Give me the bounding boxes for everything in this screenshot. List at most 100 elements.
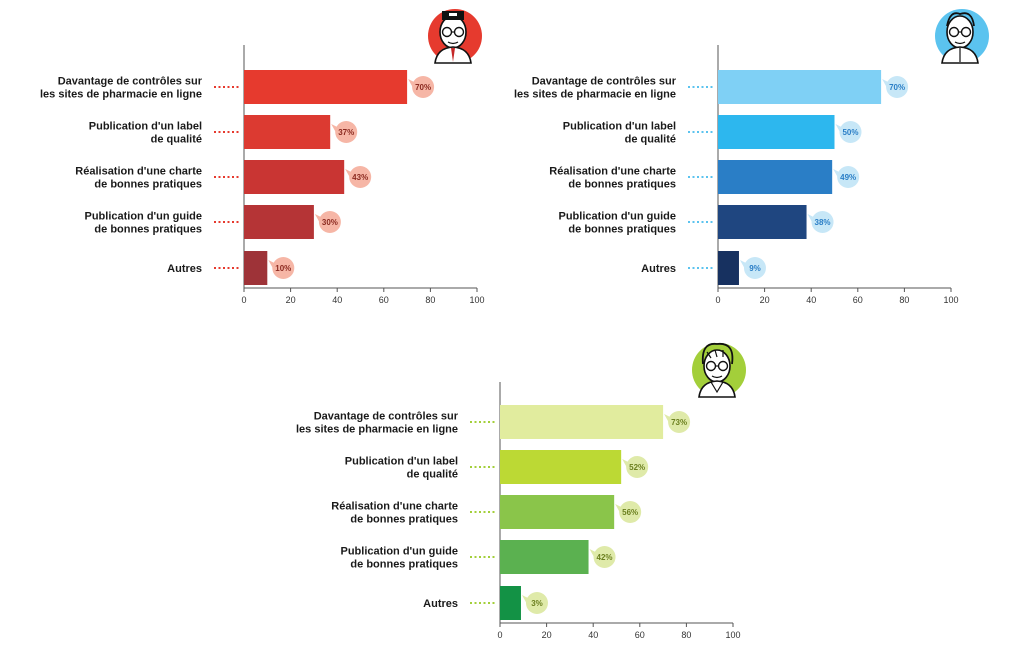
avatar-tie [451,48,455,62]
value-bubble-circle [335,121,358,143]
value-bubble-circle [837,166,860,188]
category-label-line: Davantage de contrôles sur [532,76,677,88]
category-label-line: Autres [423,598,458,610]
category-label-line: de bonnes pratiques [350,559,458,571]
category-label-2: Publication d'un label de qualité [345,456,458,481]
value-bubble-circle [626,456,649,478]
value-bubble-tail [331,124,338,133]
value-bubble-5: 3% [521,592,548,614]
value-bubble-circle [412,76,435,98]
category-label-line: Publication d'un label [563,121,676,133]
value-label-4: 30% [322,218,338,227]
bar-3 [500,495,615,529]
x-tick-label-20: 20 [542,630,552,640]
category-label-1: Davantage de contrôles sur les sites de p… [40,76,203,101]
value-label-2: 52% [629,463,645,472]
value-bubble-4: 42% [589,546,616,568]
category-label-1: Davantage de contrôles sur les sites de p… [296,411,459,436]
x-tick-label-40: 40 [806,295,816,305]
category-label-line: de bonnes pratiques [350,514,458,526]
category-label-line: Autres [641,263,676,275]
category-label-2: Publication d'un label de qualité [563,121,676,146]
value-bubble-circle [839,121,862,143]
value-bubble-4: 30% [314,211,341,233]
category-label-line: les sites de pharmacie en ligne [296,424,458,436]
value-bubble-tail [589,549,596,558]
value-label-4: 38% [815,218,831,227]
value-bubble-tail [882,79,889,88]
bar-2 [718,115,835,149]
pharmacist-avatar-red-icon [428,9,482,64]
value-bubble-tail [622,459,629,468]
doctor-avatar-blue-icon [935,9,989,64]
x-tick-label-20: 20 [286,295,296,305]
x-tick-label-40: 40 [588,630,598,640]
value-bubble-tail [807,214,814,223]
value-label-3: 43% [352,173,368,182]
value-bubble-tail [268,260,275,269]
bar-chart-1: 0 20 40 60 80 100 Davantage de contrôles sur le… [40,9,485,305]
value-label-2: 50% [842,128,858,137]
value-bubble-1: 70% [882,76,909,98]
bar-3 [244,160,345,194]
category-label-line: de qualité [407,469,458,481]
category-label-line: Réalisation d'une charte [331,501,458,513]
value-bubble-circle [318,211,341,233]
x-tick-label-80: 80 [681,630,691,640]
value-bubble-circle [619,501,642,523]
category-label-line: Publication d'un guide [559,211,677,223]
value-label-1: 70% [889,83,905,92]
bar-1 [244,70,408,104]
bar-1 [500,405,664,439]
value-bubble-tail [521,595,528,604]
category-label-line: de bonnes pratiques [568,179,676,191]
value-label-1: 73% [671,418,687,427]
value-bubble-2: 52% [622,456,649,478]
value-bubble-1: 70% [408,76,435,98]
value-bubble-3: 49% [833,166,860,188]
category-label-line: les sites de pharmacie en ligne [40,89,202,101]
value-label-3: 49% [840,173,856,182]
value-bubble-circle [349,166,372,188]
value-label-3: 56% [622,508,638,517]
value-bubble-5: 10% [268,257,295,279]
value-bubble-tail [615,504,622,513]
category-label-line: Publication d'un guide [85,211,203,223]
category-label-line: Davantage de contrôles sur [314,411,459,423]
bar-3 [718,160,833,194]
x-tick-label-40: 40 [332,295,342,305]
category-label-line: de bonnes pratiques [94,179,202,191]
avatar-mouth [447,41,459,45]
category-label-line: Réalisation d'une charte [75,166,202,178]
researcher-avatar-green-icon [692,342,746,398]
value-bubble-tail [833,169,840,178]
category-label-5: Autres [641,263,676,275]
value-bubble-tail [314,214,321,223]
bar-4 [500,540,589,574]
x-tick-label-60: 60 [379,295,389,305]
bar-5 [500,586,521,620]
bar-4 [244,205,314,239]
value-bubble-2: 50% [835,121,862,143]
bar-1 [718,70,882,104]
bar-chart-2: 0 20 40 60 80 100 Davantage de contrôles sur le… [514,9,989,305]
avatar-hair-strands [706,349,724,359]
avatar-hair [946,12,975,27]
value-label-2: 37% [338,128,354,137]
x-tick-label-0: 0 [715,295,720,305]
category-label-2: Publication d'un label de qualité [89,121,202,146]
avatar-collar [710,381,724,394]
category-label-line: de bonnes pratiques [94,224,202,236]
category-label-3: Réalisation d'une charte de bonnes pratiq… [331,501,458,526]
x-tick-label-0: 0 [241,295,246,305]
category-label-5: Autres [423,598,458,610]
x-tick-label-20: 20 [760,295,770,305]
value-label-1: 70% [415,83,431,92]
value-bubble-5: 9% [739,257,766,279]
avatar-cap-badge [449,13,457,16]
x-tick-label-80: 80 [425,295,435,305]
category-label-4: Publication d'un guide de bonnes pratique… [341,546,459,571]
x-tick-label-100: 100 [725,630,740,640]
bar-4 [718,205,807,239]
avatar-coat [698,380,736,398]
